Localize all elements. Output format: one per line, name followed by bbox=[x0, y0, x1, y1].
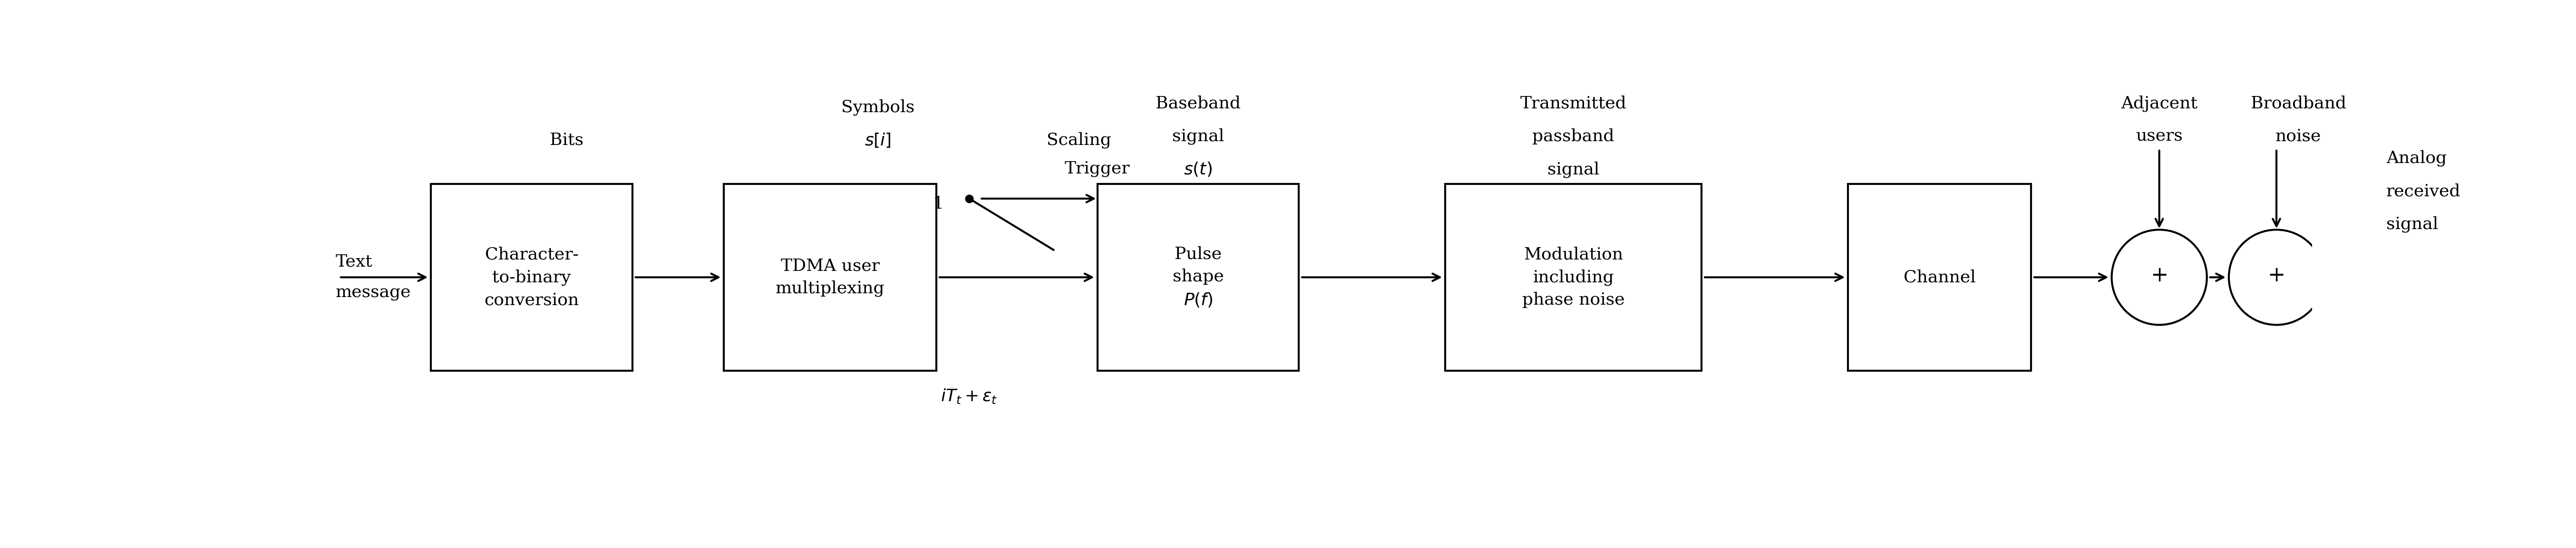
Text: Scaling: Scaling bbox=[1046, 132, 1110, 149]
Text: 1: 1 bbox=[933, 196, 943, 212]
Bar bbox=[724, 184, 935, 370]
Text: Text: Text bbox=[335, 254, 374, 270]
Text: signal: signal bbox=[2385, 216, 2439, 232]
Text: $iT_t + \varepsilon_t$: $iT_t + \varepsilon_t$ bbox=[940, 387, 997, 405]
Text: message: message bbox=[335, 285, 412, 301]
Bar bbox=[1097, 184, 1298, 370]
Text: Modulation
including
phase noise: Modulation including phase noise bbox=[1522, 247, 1625, 308]
Circle shape bbox=[2112, 230, 2208, 325]
Text: signal: signal bbox=[1548, 161, 1600, 178]
Text: Bits: Bits bbox=[549, 132, 582, 148]
Bar bbox=[1847, 184, 2030, 370]
Text: Character-
to-binary
conversion: Character- to-binary conversion bbox=[484, 247, 580, 308]
Bar bbox=[1445, 184, 1703, 370]
Text: +: + bbox=[2151, 265, 2169, 286]
Bar bbox=[430, 184, 631, 370]
Circle shape bbox=[2228, 230, 2324, 325]
Text: received: received bbox=[2385, 183, 2460, 199]
Text: +: + bbox=[2267, 265, 2285, 286]
Text: passband: passband bbox=[1533, 128, 1615, 145]
Text: users: users bbox=[2136, 128, 2182, 145]
Text: $s[i]$: $s[i]$ bbox=[866, 132, 891, 149]
Text: Symbols: Symbols bbox=[840, 99, 914, 115]
Text: Channel: Channel bbox=[1904, 269, 1976, 286]
Text: $s(t)$: $s(t)$ bbox=[1185, 161, 1213, 178]
Text: noise: noise bbox=[2275, 128, 2321, 145]
Text: signal: signal bbox=[1172, 128, 1224, 145]
Text: Transmitted: Transmitted bbox=[1520, 95, 1625, 112]
Text: Trigger: Trigger bbox=[1064, 161, 1131, 176]
Text: Broadband: Broadband bbox=[2251, 95, 2347, 112]
Text: Pulse
shape
$P(f)$: Pulse shape $P(f)$ bbox=[1172, 246, 1224, 309]
Text: TDMA user
multiplexing: TDMA user multiplexing bbox=[775, 258, 884, 297]
Text: Analog: Analog bbox=[2385, 150, 2447, 167]
Text: Adjacent: Adjacent bbox=[2120, 95, 2197, 112]
Text: Baseband: Baseband bbox=[1157, 95, 1242, 112]
